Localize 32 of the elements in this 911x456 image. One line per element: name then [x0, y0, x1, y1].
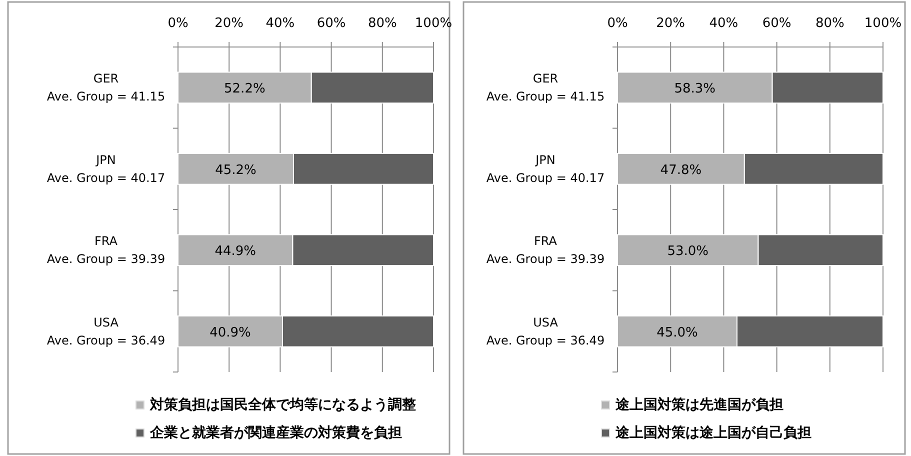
y-tick-label: GER Ave. Group = 41.15	[486, 72, 605, 104]
x-tick-label: 20%	[656, 16, 686, 31]
y-tick-label: FRA Ave. Group = 39.39	[46, 234, 166, 266]
data-label: 53.0%	[667, 244, 709, 260]
legend-label: 途上国対策は先進国が負担	[614, 396, 784, 413]
y-tick-label: GER Ave. Group = 41.15	[46, 72, 166, 104]
legend-label: 対策負担は国民全体で均等になるよう調整	[149, 396, 417, 413]
y-tick-label: USA Ave. Group = 36.49	[486, 315, 605, 348]
x-tick-label: 60%	[762, 16, 792, 31]
y-tick-label: JPN Ave. Group = 40.17	[46, 152, 166, 185]
data-label: 40.9%	[210, 325, 251, 340]
legend-label: 途上国対策は途上国が自己負担	[614, 424, 812, 441]
x-tick-label: 0%	[168, 16, 188, 31]
x-tick-label: 60%	[316, 16, 346, 31]
x-tick-label: 40%	[266, 16, 295, 31]
y-tick-label: FRA Ave. Group = 39.39	[486, 234, 605, 266]
legend-label: 企業と就業者が関連産業の対策費を負担	[149, 424, 402, 441]
x-tick-label: 100%	[414, 16, 452, 31]
data-label: 45.0%	[656, 325, 698, 340]
data-label: 47.8%	[660, 162, 702, 178]
x-tick-label: 20%	[214, 16, 244, 31]
x-tick-label: 80%	[815, 16, 844, 31]
data-label: 44.9%	[214, 244, 256, 260]
data-label: 52.2%	[224, 82, 266, 97]
data-label: 45.2%	[215, 162, 256, 178]
y-tick-label: JPN Ave. Group = 40.17	[486, 152, 605, 185]
data-label: 58.3%	[674, 82, 716, 97]
x-tick-label: 40%	[709, 16, 738, 31]
y-tick-label: USA Ave. Group = 36.49	[46, 315, 166, 348]
x-tick-label: 100%	[864, 16, 902, 31]
x-tick-label: 80%	[368, 16, 397, 31]
x-tick-label: 0%	[607, 16, 628, 31]
